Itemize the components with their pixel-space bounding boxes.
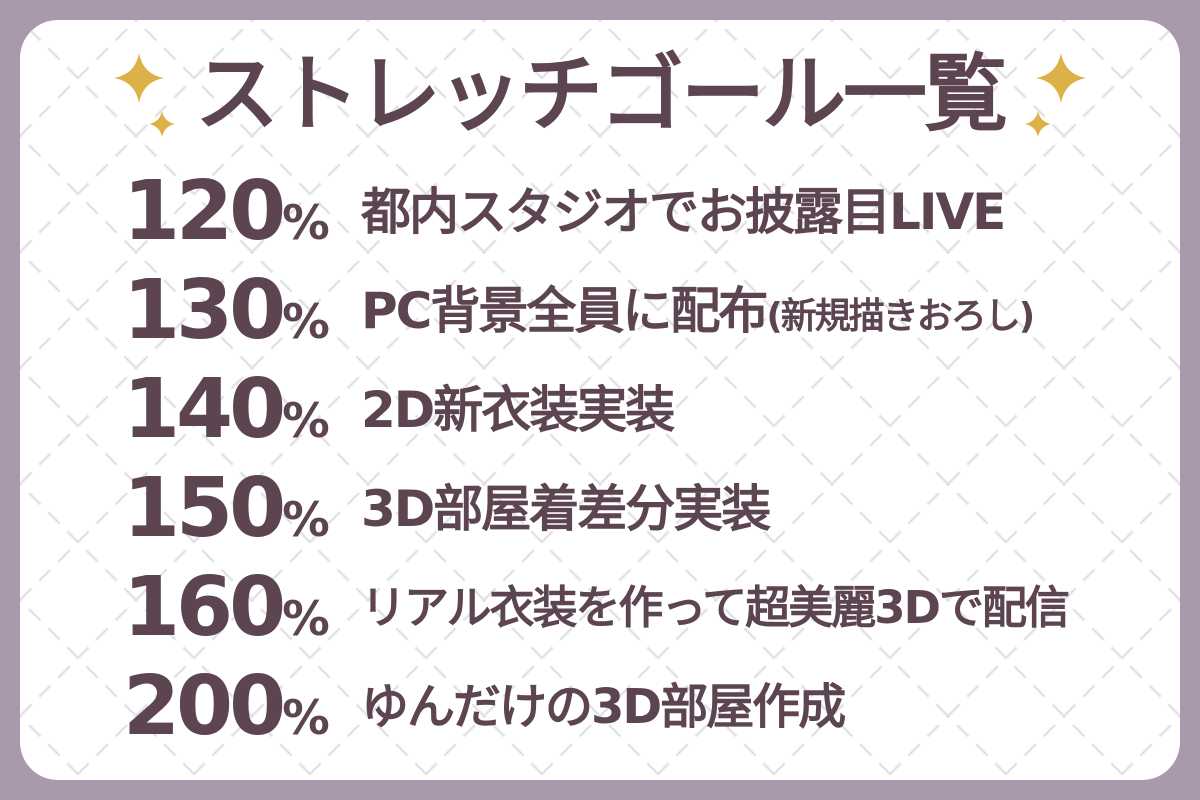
goal-row: 140% 2D新衣装実装 [123, 360, 1150, 459]
goal-row: 160% リアル衣装を作って超美麗3Dで配信 [123, 558, 1150, 657]
sparkle-icon [1025, 111, 1051, 137]
goal-row: 200% ゆんだけの3D部屋作成 [123, 657, 1150, 756]
percent-unit: % [282, 492, 330, 548]
sparkle-icon [1036, 53, 1086, 103]
goal-label: 3D部屋着差分実装 [361, 479, 771, 538]
goal-percent: 140% [123, 368, 361, 451]
goal-percent: 120% [123, 170, 361, 253]
goal-text: 2D新衣装実装 [361, 385, 675, 435]
goal-row: 120% 都内スタジオでお披露目LIVE [123, 162, 1150, 261]
argyle-pattern-background [20, 20, 1180, 780]
percent-unit: % [282, 393, 330, 449]
goal-text: リアル衣装を作って超美麗3Dで配信 [361, 585, 1070, 630]
goal-list: 120% 都内スタジオでお披露目LIVE 130% PC背景全員に配布(新規描き… [123, 162, 1150, 756]
sparkles-left-icon [113, 53, 175, 137]
goal-label: 都内スタジオでお披露目LIVE [361, 182, 1006, 241]
goal-text: PC背景全員に配布(新規描きおろし) [361, 286, 1035, 337]
percent-value: 200 [123, 658, 286, 754]
goal-label: リアル衣装を作って超美麗3Dで配信 [361, 581, 1070, 634]
goal-text: ゆんだけの3D部屋作成 [361, 683, 846, 731]
goal-percent: 200% [123, 665, 361, 748]
goal-note: (新規描きおろし) [766, 295, 1035, 337]
title-row: ストレッチゴール一覧 [20, 38, 1180, 150]
sparkle-icon [113, 53, 164, 103]
goal-percent: 160% [123, 566, 361, 649]
sparkles-right-icon [1025, 53, 1086, 137]
percent-unit: % [282, 195, 330, 251]
card-content: ストレッチゴール一覧 120% 都内スタジオでお披露目LIVE 130% PC背… [20, 38, 1180, 780]
page-title: ストレッチゴール一覧 [194, 45, 1008, 143]
goal-percent: 150% [123, 467, 361, 550]
percent-unit: % [282, 591, 330, 647]
percent-unit: % [282, 690, 330, 746]
goal-label: 2D新衣装実装 [361, 380, 675, 439]
goal-text: 都内スタジオでお披露目LIVE [361, 187, 1006, 237]
goal-label: PC背景全員に配布 [361, 281, 768, 340]
goal-row: 150% 3D部屋着差分実装 [123, 459, 1150, 558]
percent-value: 140 [123, 361, 286, 457]
percent-value: 150 [123, 460, 286, 556]
goal-text: 3D部屋着差分実装 [361, 484, 771, 534]
percent-value: 130 [123, 262, 286, 358]
percent-unit: % [282, 294, 330, 350]
goal-label: ゆんだけの3D部屋作成 [361, 678, 846, 735]
goal-percent: 130% [123, 269, 361, 352]
goal-row: 130% PC背景全員に配布(新規描きおろし) [123, 261, 1150, 360]
stretch-goal-card: ストレッチゴール一覧 120% 都内スタジオでお披露目LIVE 130% PC背… [20, 20, 1180, 780]
percent-value: 160 [123, 559, 286, 655]
sparkle-icon [148, 111, 175, 137]
percent-value: 120 [123, 163, 286, 259]
